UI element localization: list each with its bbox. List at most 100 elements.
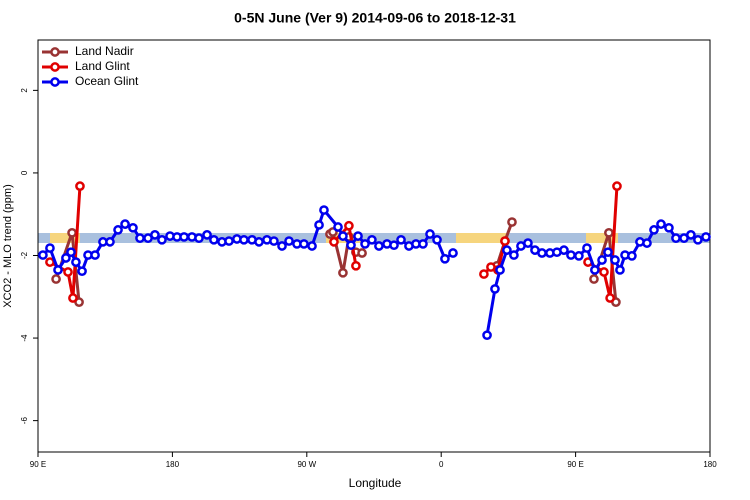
data-point [649, 225, 659, 235]
data-point [314, 220, 324, 230]
data-point [604, 227, 614, 238]
data-point [502, 245, 512, 255]
data-point [357, 248, 367, 258]
data-point [71, 257, 81, 267]
data-point [157, 234, 167, 245]
data-point [150, 230, 160, 240]
y-tick-label: 0 [20, 170, 29, 175]
data-point [448, 248, 458, 258]
data-point [367, 234, 377, 245]
data-point [90, 250, 100, 260]
data-point [603, 247, 613, 258]
data-point [77, 266, 87, 277]
data-point [51, 274, 61, 284]
data-point [490, 284, 500, 294]
data-point [425, 229, 435, 239]
y-tick-label: 2 [20, 88, 29, 93]
legend-marker [50, 62, 60, 72]
data-point [319, 205, 329, 215]
y-tick-label: -4 [20, 334, 29, 342]
data-point [418, 239, 428, 249]
data-point [656, 219, 666, 229]
data-point [333, 222, 343, 232]
data-point [523, 238, 533, 248]
data-point [202, 230, 212, 240]
data-point [284, 236, 294, 246]
data-point [566, 250, 576, 260]
data-point [507, 217, 517, 227]
data-point [479, 269, 489, 279]
x-tick-label: 180 [166, 460, 180, 469]
data-point [432, 234, 442, 245]
data-point [53, 265, 63, 275]
data-point [615, 265, 625, 275]
data-point [128, 222, 138, 233]
data-point [396, 234, 406, 245]
data-point [194, 233, 204, 244]
data-point [269, 236, 279, 246]
data-point [135, 233, 145, 244]
data-point [346, 240, 356, 251]
x-tick-label: 90 E [567, 460, 583, 469]
data-point [693, 234, 703, 245]
data-point [664, 222, 674, 233]
chart-title: 0-5N June (Ver 9) 2014-09-06 to 2018-12-… [234, 10, 516, 26]
data-point [307, 241, 317, 251]
data-point [574, 251, 584, 261]
data-point [582, 243, 592, 253]
land-band [586, 233, 618, 243]
legend-marker [50, 77, 60, 87]
data-point [590, 265, 600, 275]
data-point [66, 247, 76, 258]
data-point [299, 239, 309, 249]
data-point [686, 230, 696, 240]
data-point [105, 237, 115, 247]
data-point [482, 330, 492, 341]
legend-marker [50, 47, 60, 57]
data-point [589, 274, 599, 284]
data-point [63, 267, 73, 277]
data-point [500, 236, 510, 246]
x-tick-label: 0 [439, 460, 444, 469]
data-point [360, 239, 370, 249]
x-tick-label: 180 [703, 460, 717, 469]
data-point [701, 232, 711, 242]
data-point [353, 231, 363, 241]
data-point [440, 253, 450, 264]
data-point [45, 257, 55, 267]
y-axis-label: XCO2 - MLO trend (ppm) [2, 184, 14, 307]
data-point [75, 181, 85, 191]
data-point [642, 238, 652, 248]
data-point [338, 231, 348, 241]
legend-label: Land Nadir [75, 44, 134, 58]
y-tick-label: -6 [20, 417, 29, 425]
x-tick-label: 90 E [30, 460, 46, 469]
plot-frame [37, 39, 711, 453]
data-point [612, 181, 622, 191]
data-point [61, 253, 71, 263]
data-point [120, 219, 130, 229]
data-point [254, 237, 264, 247]
data-point [179, 232, 189, 242]
data-point [495, 265, 505, 275]
data-point [338, 267, 348, 278]
data-point [68, 293, 78, 303]
data-point [113, 225, 123, 235]
y-tick-label: -2 [20, 251, 29, 259]
data-point [344, 220, 354, 231]
data-point [537, 248, 547, 258]
data-point [509, 250, 519, 260]
land-band [456, 233, 508, 243]
data-point [597, 255, 607, 265]
data-point [239, 234, 249, 245]
data-point [277, 241, 287, 251]
data-point [38, 250, 48, 260]
land-band [50, 233, 80, 243]
data-point [627, 251, 637, 261]
data-point [389, 240, 399, 251]
data-point [374, 241, 384, 251]
data-point [610, 255, 620, 265]
